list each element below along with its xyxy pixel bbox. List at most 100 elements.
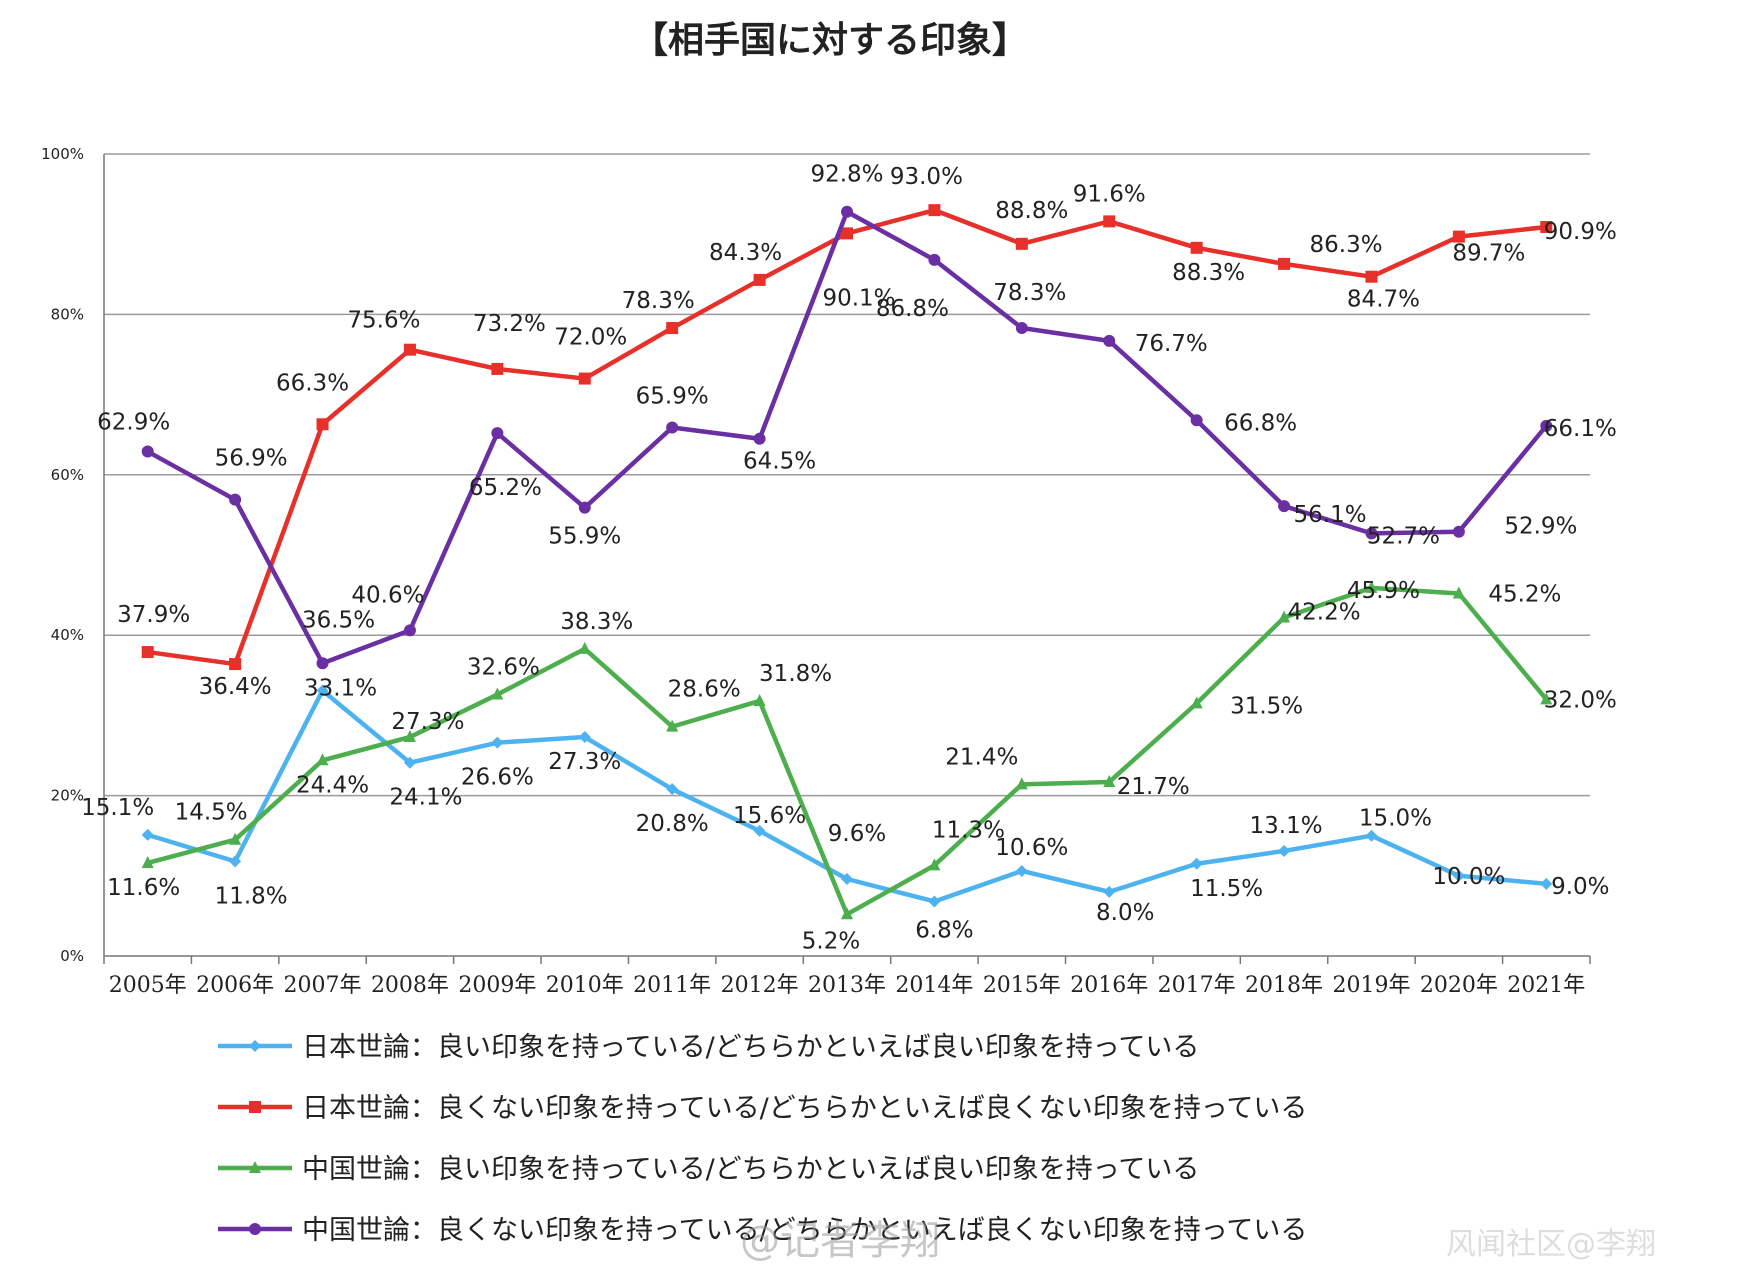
data-point [753, 273, 766, 286]
x-tick-label: 2012年 [721, 973, 799, 998]
x-tick-label: 2011年 [633, 973, 711, 998]
data-point [403, 730, 416, 743]
data-point [1190, 857, 1203, 870]
data-point [403, 756, 416, 769]
chart-title: 【相手国に対する印象】 [632, 20, 1028, 61]
x-tick-label: 2018年 [1245, 973, 1323, 998]
data-point [1015, 322, 1028, 335]
data-label: 33.1% [304, 676, 377, 702]
data-point [1190, 414, 1203, 427]
data-label: 84.3% [709, 240, 782, 266]
data-label: 86.3% [1310, 232, 1383, 258]
data-point [666, 719, 679, 732]
data-label: 6.8% [915, 917, 973, 943]
data-point [316, 418, 329, 431]
data-point [491, 687, 504, 700]
data-label: 27.3% [548, 749, 621, 775]
data-point [1015, 864, 1028, 877]
legend-swatch-marker [249, 1161, 261, 1173]
data-point [666, 322, 679, 335]
data-label: 5.2% [802, 928, 860, 954]
series-2 [141, 204, 1553, 671]
data-point [1452, 586, 1465, 599]
data-point [1103, 215, 1116, 228]
data-label: 15.0% [1359, 806, 1432, 832]
data-point [1190, 241, 1203, 254]
data-point [141, 828, 154, 841]
data-label: 93.0% [890, 164, 963, 190]
data-point [1365, 829, 1378, 842]
data-label: 52.9% [1504, 514, 1577, 540]
data-label: 88.8% [995, 198, 1068, 224]
data-label: 92.8% [810, 162, 883, 188]
data-point [141, 646, 154, 659]
data-point [1278, 500, 1291, 513]
data-point [1278, 844, 1291, 857]
data-label: 11.5% [1190, 876, 1263, 902]
data-point [666, 783, 679, 796]
data-label: 45.9% [1347, 578, 1420, 604]
data-label: 31.5% [1230, 693, 1303, 719]
data-label: 42.2% [1288, 600, 1361, 626]
data-label: 24.4% [296, 772, 369, 798]
data-label: 11.8% [215, 883, 288, 909]
data-point [1015, 777, 1028, 790]
data-label: 64.5% [743, 449, 816, 475]
y-tick-label: 40% [51, 626, 84, 644]
watermark-corner-text: 风闻社区@李翔 [1446, 1227, 1656, 1262]
data-point [928, 253, 941, 266]
data-label: 56.1% [1294, 502, 1367, 528]
data-label: 20.8% [636, 811, 709, 837]
data-label: 13.1% [1250, 813, 1323, 839]
data-point [928, 895, 941, 908]
y-tick-label: 0% [60, 947, 84, 965]
data-point [1365, 270, 1378, 283]
data-label: 66.3% [276, 370, 349, 396]
data-point [578, 641, 591, 654]
data-label: 27.3% [391, 709, 464, 735]
data-point [491, 362, 504, 375]
data-label: 32.6% [467, 655, 540, 681]
legend-label: 中国世論：良い印象を持っている/どちらかといえば良い印象を持っている [302, 1154, 1199, 1185]
data-label: 10.6% [995, 835, 1068, 861]
legend-item: 日本世論：良い印象を持っている/どちらかといえば良い印象を持っている [218, 1032, 1199, 1063]
data-point [229, 832, 242, 845]
data-point [1103, 774, 1116, 787]
data-point [1365, 527, 1378, 540]
data-label: 40.6% [351, 582, 424, 608]
data-label: 36.4% [199, 674, 272, 700]
x-tick-label: 2017年 [1158, 973, 1236, 998]
data-point [1452, 525, 1465, 538]
data-label: 75.6% [347, 308, 420, 334]
data-point [316, 753, 329, 766]
data-point [841, 907, 853, 920]
data-label: 76.7% [1135, 331, 1208, 357]
x-tick-label: 2019年 [1332, 973, 1410, 998]
series-layer [141, 204, 1553, 920]
data-point [141, 855, 154, 868]
data-point [666, 421, 679, 434]
series-4 [141, 205, 1553, 670]
data-label: 28.6% [668, 677, 741, 703]
data-point [1452, 230, 1465, 243]
series-line [147, 585, 1549, 917]
data-label: 37.9% [117, 602, 190, 628]
data-label: 91.6% [1073, 181, 1146, 207]
series-1 [141, 684, 1553, 908]
data-label: 62.9% [97, 410, 170, 436]
data-label: 88.3% [1172, 260, 1245, 286]
data-label: 52.7% [1367, 523, 1440, 549]
data-point [141, 445, 154, 458]
y-tick-label: 100% [41, 145, 84, 163]
legend-swatch-marker [249, 1040, 261, 1052]
data-label: 86.8% [876, 296, 949, 322]
data-point [403, 624, 416, 637]
data-label: 14.5% [175, 800, 248, 826]
watermark-text: @记者李翔 [740, 1218, 940, 1264]
data-label: 9.0% [1551, 874, 1609, 900]
data-label: 65.9% [636, 383, 709, 409]
x-tick-label: 2020年 [1420, 973, 1498, 998]
data-point [578, 731, 591, 744]
data-point [1540, 220, 1553, 233]
